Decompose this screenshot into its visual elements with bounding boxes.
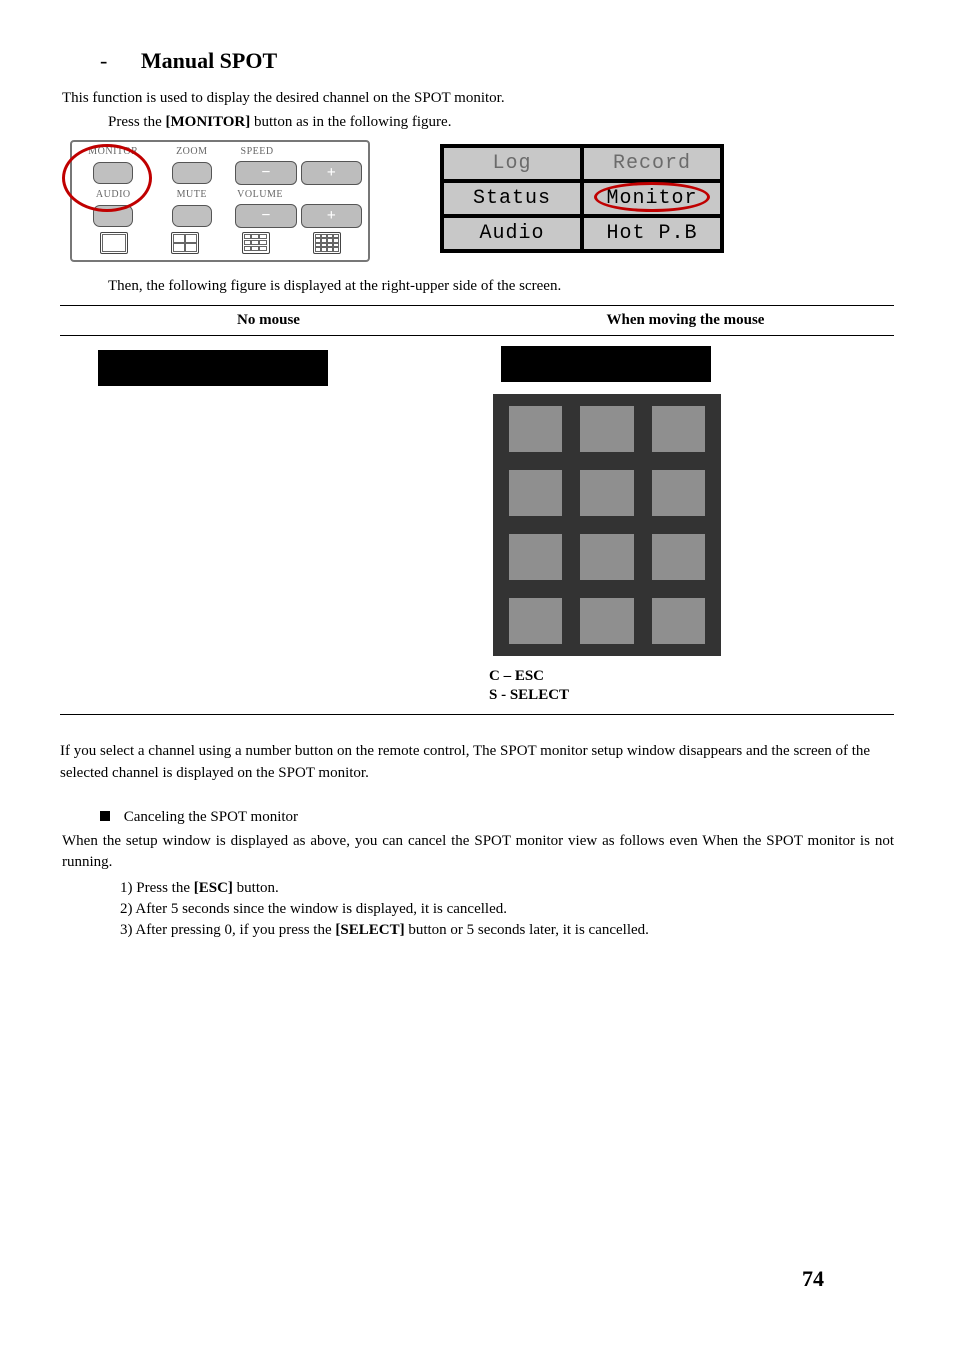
select-para: If you select a channel using a number b… [60, 741, 894, 785]
cap-speed: SPEED [235, 146, 279, 157]
cap-mute: MUTE [157, 189, 228, 200]
table-head-left: No mouse [60, 306, 477, 336]
remote-row-2-buttons: − + [78, 204, 362, 228]
step-1-bold: [ESC] [194, 880, 233, 896]
cap-zoom: ZOOM [157, 146, 228, 157]
numpad-button[interactable] [652, 470, 705, 516]
table-cell-nomouse [60, 336, 477, 715]
cancel-title: Canceling the SPOT monitor [124, 809, 298, 825]
remote-row-1: MONITOR ZOOM SPEED [78, 146, 362, 157]
cap-audio: AUDIO [78, 189, 149, 200]
bullet-icon [100, 811, 110, 821]
numpad-button[interactable] [509, 598, 562, 644]
mouse-top-bar [501, 346, 711, 382]
press-btn: [MONITOR] [166, 114, 251, 130]
menu-cell-log[interactable]: Log [442, 146, 582, 181]
layout-9-icon[interactable] [242, 232, 270, 254]
menu-cell-record[interactable]: Record [582, 146, 722, 181]
speed-minus[interactable]: − [235, 161, 296, 185]
numpad-button[interactable] [509, 470, 562, 516]
page-number: 74 [802, 1266, 824, 1292]
step-3: 3) After pressing 0, if you press the [S… [120, 920, 894, 941]
then-line: Then, the following figure is displayed … [108, 276, 894, 298]
remote-panel: MONITOR ZOOM SPEED − + AUDIO MUTE VOLU [70, 140, 370, 262]
menu-cell-status[interactable]: Status [442, 181, 582, 216]
menu-cell-hot-p-b[interactable]: Hot P.B [582, 216, 722, 251]
remote-row-1-buttons: − + [78, 161, 362, 185]
step-3-post: button or 5 seconds later, it is cancell… [405, 922, 649, 938]
numpad-button[interactable] [509, 406, 562, 452]
heading-dash: - [100, 48, 107, 73]
step-3-pre: 3) After pressing 0, if you press the [120, 922, 335, 938]
volume-plus[interactable]: + [301, 204, 362, 228]
step-1-pre: 1) Press the [120, 880, 194, 896]
press-post: button as in the following figure. [250, 114, 451, 130]
audio-button[interactable] [93, 205, 133, 227]
remote-figure: MONITOR ZOOM SPEED − + AUDIO MUTE VOLU [70, 140, 370, 262]
cap-volume: VOLUME [235, 189, 285, 200]
step-2: 2) After 5 seconds since the window is d… [120, 899, 894, 920]
zoom-button[interactable] [172, 162, 212, 184]
number-grid [493, 394, 721, 656]
layout-16-icon[interactable] [313, 232, 341, 254]
step-1-post: button. [233, 880, 279, 896]
cap-monitor: MONITOR [78, 146, 149, 157]
numpad-button[interactable] [509, 534, 562, 580]
caption-select: S - SELECT [489, 687, 886, 704]
cancel-para: When the setup window is displayed as ab… [62, 831, 894, 875]
numpad-button[interactable] [652, 406, 705, 452]
cancel-steps: 1) Press the [ESC] button. 2) After 5 se… [60, 878, 894, 941]
numpad-button[interactable] [580, 598, 633, 644]
step-1: 1) Press the [ESC] button. [120, 878, 894, 899]
menu-figure: LogRecordStatusMonitorAudioHot P.B [440, 144, 724, 253]
volume-rocker[interactable]: − + [235, 204, 362, 228]
table-cell-mouse: C – ESC S - SELECT [477, 336, 894, 715]
intro-text: This function is used to display the des… [62, 88, 894, 110]
step-3-bold: [SELECT] [335, 922, 404, 938]
layout-1-icon[interactable] [100, 232, 128, 254]
menu-cell-audio[interactable]: Audio [442, 216, 582, 251]
menu-cell-monitor[interactable]: Monitor [582, 181, 722, 216]
numpad-button[interactable] [652, 534, 705, 580]
numpad-button[interactable] [580, 470, 633, 516]
cancel-title-row: Canceling the SPOT monitor [100, 807, 894, 829]
table-head-right: When moving the mouse [477, 306, 894, 336]
menu-grid: LogRecordStatusMonitorAudioHot P.B [440, 144, 724, 253]
layout-4-icon[interactable] [171, 232, 199, 254]
mute-button[interactable] [172, 205, 212, 227]
select-para-text: If you select a channel using a number b… [60, 743, 870, 781]
volume-minus[interactable]: − [235, 204, 296, 228]
numpad-button[interactable] [652, 598, 705, 644]
caption-esc: C – ESC [489, 668, 886, 685]
heading-title: Manual SPOT [141, 48, 277, 73]
monitor-button[interactable] [93, 162, 133, 184]
mouse-panel [485, 346, 721, 656]
numpad-button[interactable] [580, 534, 633, 580]
screen-layout-icons [78, 232, 362, 254]
speed-plus[interactable]: + [301, 161, 362, 185]
press-line: Press the [MONITOR] button as in the fol… [108, 112, 894, 134]
compare-table: No mouse When moving the mouse C – ESC S… [60, 305, 894, 715]
press-pre: Press the [108, 114, 166, 130]
numpad-button[interactable] [580, 406, 633, 452]
section-heading: - Manual SPOT [100, 48, 894, 74]
speed-rocker[interactable]: − + [235, 161, 362, 185]
no-mouse-bar [98, 350, 328, 386]
remote-row-2: AUDIO MUTE VOLUME [78, 189, 362, 200]
